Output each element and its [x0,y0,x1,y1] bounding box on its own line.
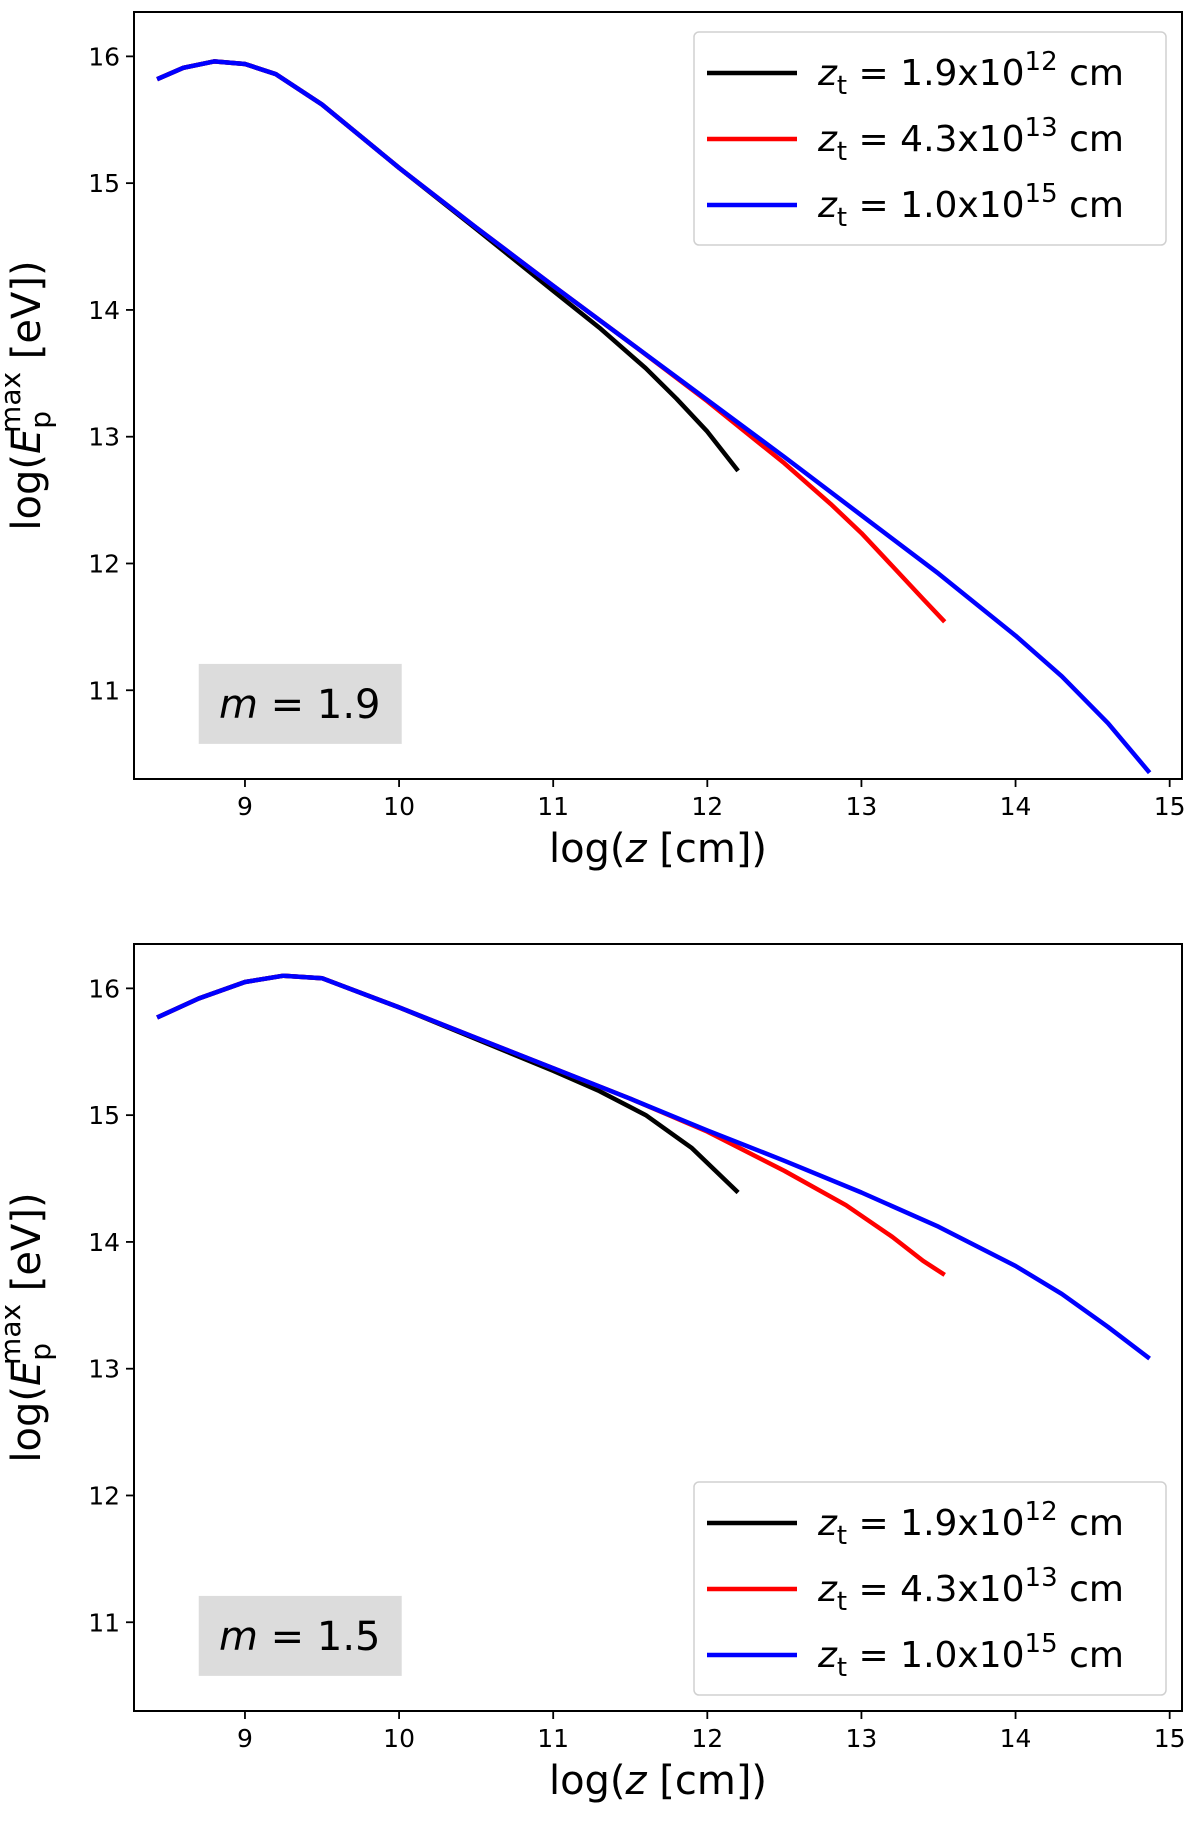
legend-label-1: zt = 1.9x1012 cm [817,1497,1124,1551]
series-line-3 [156,59,1152,775]
y-tick-label: 16 [88,42,120,71]
x-tick-label: 10 [383,1724,415,1753]
x-tick-label: 12 [691,1724,723,1753]
legend-box [693,1481,1167,1696]
y-tick-label: 12 [88,549,120,578]
y-tick-label: 11 [88,1608,120,1637]
axes-frame [133,11,1183,780]
x-tick-label: 11 [537,792,569,821]
chart-panel-2: 9 10 11 12 13 14 15 11 12 13 14 15 16 log(z [cm]) log(… [0,943,1186,1804]
x-axis-title: log(z [cm]) [549,1758,767,1804]
x-tick-label: 14 [1000,1724,1032,1753]
annotation-text: m = 1.5 [219,1614,381,1660]
axes-frame [133,943,1183,1712]
x-tick-label: 13 [846,792,878,821]
x-tick-label: 11 [537,1724,569,1753]
legend-label-1: zt = 1.9x1012 cm [817,47,1124,101]
legend-label-3: zt = 1.0x1015 cm [817,1629,1124,1683]
legend: zt = 1.9x1012 cm zt = 4.3x1013 cm zt = 1.0… [693,31,1167,246]
x-tick-label: 13 [846,1724,878,1753]
y-tick-label: 16 [88,974,120,1003]
x-tick-label: 9 [237,1724,253,1753]
legend: zt = 1.9x1012 cm zt = 4.3x1013 cm zt = 1.0… [693,1481,1167,1696]
y-tick-label: 14 [88,296,120,325]
legend-label-2: zt = 4.3x1013 cm [817,113,1124,167]
y-axis-title: log(Epmax [eV]) [0,260,57,530]
y-tick-label: 12 [88,1481,120,1510]
x-axis-title: log(z [cm]) [549,826,767,872]
annotation-box [198,663,402,744]
chart-panel-1: 9 10 11 12 13 14 15 11 12 13 14 15 16 log(z [cm]) log(… [0,11,1186,872]
y-tick-label: 15 [88,169,120,198]
legend-box [693,31,1167,246]
y-axis-title: log(Epmax [eV]) [0,1192,57,1462]
legend-label-2: zt = 4.3x1013 cm [817,1563,1124,1617]
x-tick-label: 14 [1000,792,1032,821]
y-tick-label: 13 [88,423,120,452]
x-tick-label: 12 [691,792,723,821]
y-tick-label: 14 [88,1228,120,1257]
x-tick-label: 15 [1154,792,1186,821]
x-tick-label: 10 [383,792,415,821]
annotation-box [198,1595,402,1676]
x-tick-label: 9 [237,792,253,821]
series-line-3 [156,973,1151,1361]
y-tick-label: 11 [88,676,120,705]
x-tick-label: 15 [1154,1724,1186,1753]
y-tick-label: 13 [88,1355,120,1384]
annotation-text: m = 1.9 [219,682,381,728]
legend-label-3: zt = 1.0x1015 cm [817,179,1124,233]
y-tick-label: 15 [88,1101,120,1130]
